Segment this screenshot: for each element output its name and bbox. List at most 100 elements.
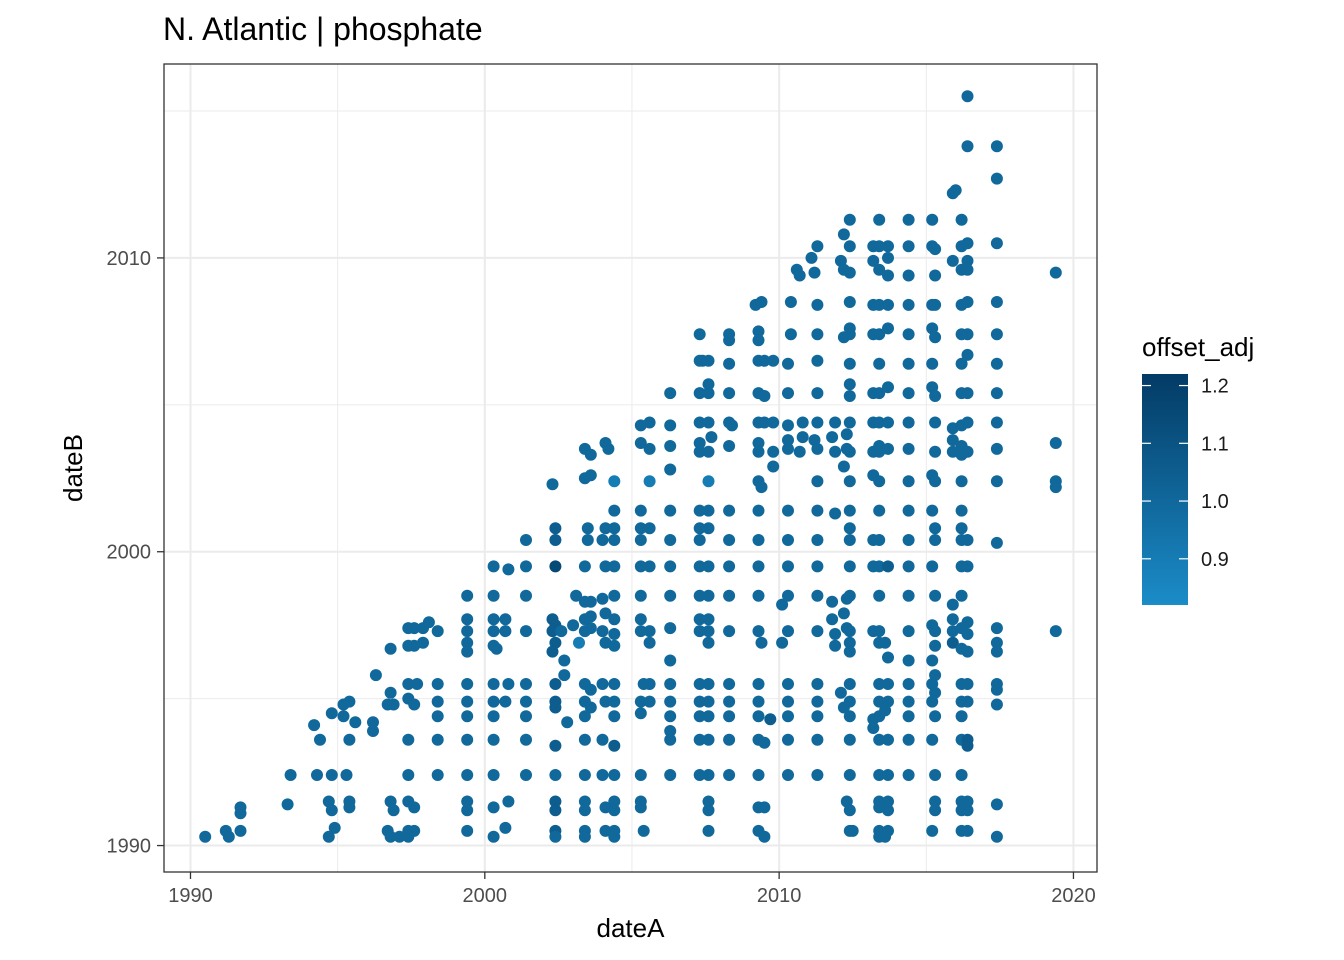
- data-point: [873, 263, 886, 276]
- data-point: [499, 821, 512, 834]
- data-point: [782, 733, 794, 746]
- data-point: [811, 240, 824, 253]
- data-point: [723, 440, 736, 452]
- data-point: [805, 251, 818, 264]
- data-point: [499, 625, 512, 638]
- data-point: [578, 830, 591, 843]
- data-point: [843, 560, 856, 573]
- data-point: [384, 830, 397, 843]
- data-point: [664, 695, 677, 708]
- data-point: [461, 645, 474, 658]
- data-point: [487, 710, 500, 723]
- data-point: [520, 534, 532, 546]
- data-point: [634, 769, 647, 781]
- data-point: [702, 710, 715, 723]
- data-point: [643, 625, 656, 638]
- data-point: [873, 357, 886, 370]
- data-point: [776, 636, 789, 649]
- data-point: [811, 354, 824, 367]
- data-point: [826, 613, 839, 626]
- data-point: [846, 824, 859, 837]
- data-point: [811, 589, 824, 602]
- data-point: [608, 475, 621, 488]
- data-point: [961, 804, 974, 817]
- data-point: [811, 387, 824, 400]
- data-point: [758, 354, 771, 367]
- data-point: [702, 625, 715, 638]
- data-point: [487, 695, 500, 708]
- data-point: [961, 739, 974, 752]
- data-point: [693, 445, 706, 458]
- data-point: [461, 804, 474, 817]
- data-point: [782, 419, 794, 432]
- data-point: [487, 678, 500, 690]
- data-point: [808, 266, 821, 279]
- data-point: [546, 478, 559, 491]
- data-point: [793, 445, 806, 458]
- data-point: [926, 824, 939, 837]
- data-point: [693, 504, 706, 517]
- chart-title: N. Atlantic | phosphate: [163, 11, 483, 47]
- data-point: [752, 560, 765, 573]
- data-point: [926, 695, 939, 708]
- data-point: [578, 769, 591, 781]
- data-point: [990, 140, 1003, 153]
- data-point: [929, 534, 942, 546]
- data-point: [608, 560, 621, 573]
- data-point: [902, 387, 915, 400]
- data-point: [961, 628, 974, 640]
- data-point: [384, 642, 397, 655]
- data-point: [843, 733, 856, 746]
- data-point: [664, 678, 677, 690]
- data-point: [955, 357, 968, 370]
- data-point: [837, 607, 850, 620]
- data-point: [234, 807, 247, 820]
- data-point: [664, 387, 677, 400]
- data-point: [702, 387, 715, 400]
- data-point: [584, 469, 597, 482]
- data-point: [955, 213, 968, 226]
- data-point: [961, 263, 974, 276]
- data-point: [902, 298, 915, 311]
- y-tick-label: 2010: [107, 248, 152, 270]
- data-point: [961, 90, 974, 103]
- data-point: [546, 645, 559, 658]
- data-point: [961, 560, 974, 573]
- data-point: [961, 616, 974, 629]
- data-point: [384, 686, 397, 699]
- data-point: [664, 725, 677, 737]
- data-point: [634, 504, 647, 517]
- data-point: [343, 695, 356, 708]
- data-point: [693, 678, 706, 690]
- data-point: [487, 613, 500, 626]
- data-point: [782, 442, 794, 455]
- data-point: [902, 625, 915, 638]
- data-point: [811, 710, 824, 723]
- data-point: [752, 504, 765, 517]
- data-point: [602, 442, 615, 455]
- data-point: [752, 678, 765, 690]
- data-point: [693, 416, 706, 429]
- data-point: [578, 710, 591, 723]
- data-point: [387, 698, 400, 711]
- data-point: [693, 387, 706, 400]
- data-point: [829, 639, 842, 652]
- data-point: [608, 639, 621, 652]
- data-points: [199, 90, 1062, 843]
- data-point: [705, 431, 718, 444]
- data-point: [643, 678, 656, 690]
- data-point: [990, 475, 1003, 488]
- data-point: [837, 228, 850, 241]
- data-point: [199, 830, 212, 843]
- x-tick-label: 1990: [168, 885, 213, 907]
- data-point: [328, 821, 341, 834]
- data-point: [702, 795, 715, 808]
- data-point: [325, 769, 338, 781]
- data-point: [322, 830, 335, 843]
- data-point: [882, 804, 894, 817]
- data-point: [549, 769, 562, 781]
- data-point: [608, 710, 621, 723]
- data-point: [882, 678, 894, 690]
- data-point: [702, 613, 715, 626]
- data-point: [664, 769, 677, 781]
